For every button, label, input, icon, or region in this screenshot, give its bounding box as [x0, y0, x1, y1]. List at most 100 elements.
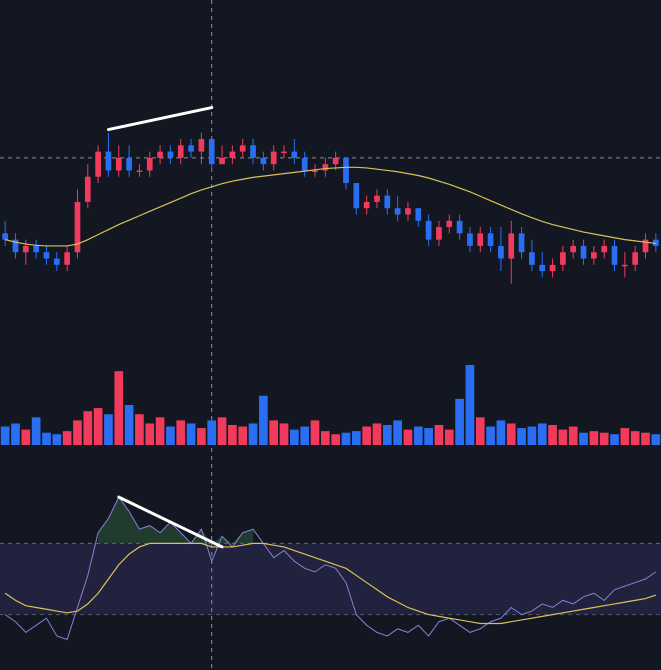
candle[interactable] [611, 239, 618, 272]
candle[interactable] [539, 252, 546, 278]
candle[interactable] [549, 258, 556, 278]
candle[interactable] [12, 233, 19, 259]
candle[interactable] [105, 132, 112, 177]
candle[interactable] [198, 132, 205, 165]
price-trendline[interactable] [106, 106, 214, 132]
candle-body [539, 264, 546, 272]
candle-body [518, 233, 525, 253]
candle[interactable] [405, 201, 411, 221]
overbought-fill [98, 497, 254, 544]
candle-body [384, 195, 391, 209]
candle[interactable] [177, 139, 184, 165]
candle[interactable] [652, 233, 659, 253]
candle[interactable] [518, 227, 525, 259]
candle[interactable] [270, 145, 277, 171]
volume-bar [537, 423, 547, 445]
candle-body [632, 252, 639, 265]
candle[interactable] [591, 245, 597, 265]
candle-body [301, 157, 308, 171]
candle[interactable] [343, 157, 349, 190]
candle[interactable] [43, 245, 50, 265]
volume-bar [651, 434, 661, 445]
candle[interactable] [64, 245, 70, 272]
candle[interactable] [126, 145, 132, 177]
candle[interactable] [436, 220, 442, 246]
candle[interactable] [281, 145, 287, 158]
candle-body [188, 145, 194, 152]
volume-bar [42, 432, 51, 445]
volume-bar [589, 431, 599, 445]
candle[interactable] [384, 189, 391, 215]
candle[interactable] [250, 139, 256, 165]
candle-body [560, 252, 566, 265]
candle[interactable] [477, 227, 484, 253]
candle[interactable] [167, 145, 174, 165]
candle[interactable] [580, 239, 587, 265]
volume-bar [362, 426, 371, 445]
candle-body [611, 245, 618, 265]
candle[interactable] [560, 245, 566, 272]
candle[interactable] [456, 214, 463, 240]
candle[interactable] [353, 183, 360, 215]
candle[interactable] [446, 214, 453, 234]
candle[interactable] [208, 139, 215, 171]
volume-bar [486, 426, 495, 445]
candle-body [291, 151, 298, 158]
candle[interactable] [301, 151, 308, 177]
volume-bar [290, 429, 299, 445]
candle[interactable] [239, 139, 246, 158]
candle[interactable] [291, 139, 298, 165]
volume-bar [341, 432, 351, 445]
volume-bar [114, 371, 124, 445]
candle-body [601, 245, 608, 253]
candle[interactable] [33, 239, 39, 259]
candle[interactable] [229, 145, 236, 165]
candle-body [219, 157, 225, 165]
candle[interactable] [84, 164, 91, 209]
volume-bar [155, 417, 165, 445]
volume-bar [413, 426, 423, 445]
candle[interactable] [188, 139, 194, 158]
candle-body [374, 195, 380, 202]
candle[interactable] [95, 145, 101, 184]
candle[interactable] [363, 195, 370, 215]
candle[interactable] [508, 220, 515, 284]
volume-bar [21, 429, 31, 445]
candle[interactable] [394, 195, 401, 221]
candle[interactable] [312, 164, 318, 177]
candle[interactable] [53, 252, 60, 272]
candle[interactable] [115, 145, 122, 177]
oscillator-trendline[interactable] [117, 495, 224, 549]
candle[interactable] [570, 239, 577, 259]
candle[interactable] [136, 164, 143, 177]
candle-body [64, 252, 70, 265]
candle[interactable] [425, 214, 432, 246]
candle[interactable] [622, 252, 628, 278]
candle[interactable] [146, 151, 153, 177]
candle[interactable] [374, 189, 380, 209]
trendline-drawings[interactable] [106, 106, 224, 549]
candle-body [580, 245, 587, 259]
candle[interactable] [157, 145, 163, 165]
candle[interactable] [487, 227, 494, 253]
candle[interactable] [219, 145, 225, 165]
candle[interactable] [601, 239, 608, 259]
candle[interactable] [498, 227, 504, 272]
candle[interactable] [415, 208, 422, 228]
candle[interactable] [2, 220, 9, 246]
candle[interactable] [322, 157, 329, 177]
candle[interactable] [529, 239, 535, 272]
candle-body [146, 157, 153, 171]
candle[interactable] [260, 151, 267, 171]
volume-bar [145, 423, 155, 445]
candlesticks[interactable] [2, 132, 659, 284]
candle[interactable] [642, 233, 649, 259]
volume-bar [403, 429, 413, 445]
candle[interactable] [332, 151, 339, 171]
candle-body [260, 157, 267, 165]
candle[interactable] [74, 189, 81, 259]
candle[interactable] [632, 245, 639, 272]
candle[interactable] [467, 227, 473, 253]
